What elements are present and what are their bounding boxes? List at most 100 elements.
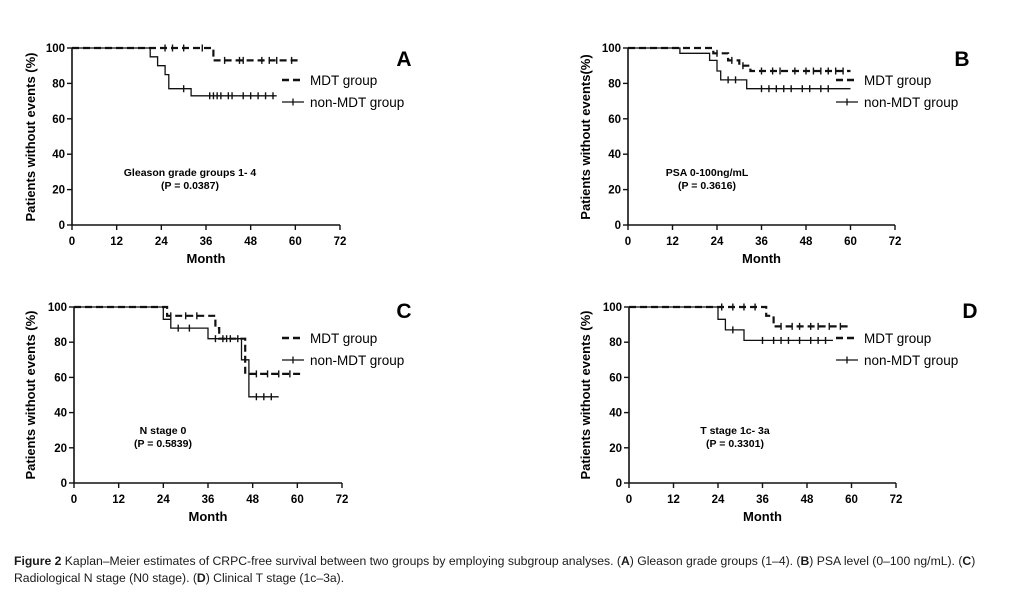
x-tick-label: 0 (69, 236, 75, 248)
non-mdt-survival-curve (74, 306, 279, 398)
x-tick-label: 72 (336, 494, 349, 506)
y-axis-title: Patients without events (%) (23, 310, 38, 479)
x-tick-label: 24 (157, 494, 170, 506)
caption-run: ) PSA level (0–100 ng/mL). ( (809, 554, 963, 568)
y-tick-label: 80 (609, 337, 622, 349)
legend-mdt-label: MDT group (864, 73, 931, 88)
x-tick-label: 36 (755, 236, 768, 248)
caption-text: Kaplan–Meier estimates of CRPC-free surv… (14, 554, 975, 585)
figure-caption: Figure 2 Kaplan–Meier estimates of CRPC-… (14, 553, 1014, 587)
y-axis-title: Patients without events(%) (578, 54, 593, 219)
legend-mdt-label: MDT group (310, 73, 377, 88)
y-tick-label: 0 (59, 220, 65, 232)
x-axis-title: Month (189, 509, 228, 524)
x-tick-label: 36 (756, 494, 769, 506)
panel-a: 0 20 40 60 80 100 0 12 24 36 48 60 72 Month Patients w… (23, 43, 412, 266)
x-tick-label: 72 (334, 236, 347, 248)
y-tick-label: 20 (609, 443, 622, 455)
panel-letter: B (954, 48, 969, 71)
mdt-survival-curve (628, 46, 851, 73)
x-tick-label: 12 (666, 236, 679, 248)
y-tick-label: 40 (609, 408, 622, 420)
non-mdt-survival-curve (628, 47, 851, 90)
legend-non-mdt-label: non-MDT group (864, 353, 958, 368)
caption-panel-ref: D (196, 571, 206, 585)
x-tick-label: 36 (200, 236, 213, 248)
caption-panel-ref: B (800, 554, 810, 568)
x-axis-title: Month (742, 251, 781, 266)
y-tick-label: 0 (61, 478, 67, 490)
legend-mdt-label: MDT group (864, 331, 931, 346)
caption-panel-ref: C (962, 554, 972, 568)
x-tick-label: 48 (246, 494, 259, 506)
x-tick-label: 48 (800, 236, 813, 248)
y-axis-title: Patients without events (%) (578, 310, 593, 479)
p-value-label: (P = 0.3616) (678, 180, 736, 192)
figure-panels: 0 20 40 60 80 100 0 12 24 36 48 60 72 Month Patients w… (23, 43, 978, 524)
y-tick-label: 40 (608, 149, 621, 161)
y-tick-label: 40 (54, 408, 67, 420)
legend-mdt-label: MDT group (310, 331, 377, 346)
y-tick-label: 80 (52, 78, 65, 90)
panel-b: 0 20 40 60 80 100 0 12 24 36 48 60 72 Month Patients w… (578, 43, 970, 266)
y-tick-label: 0 (615, 220, 621, 232)
x-tick-label: 36 (202, 494, 215, 506)
y-tick-label: 60 (52, 114, 65, 126)
legend-non-mdt-label: non-MDT group (864, 95, 958, 110)
legend-non-mdt-label: non-MDT group (310, 353, 404, 368)
subgroup-label: PSA 0-100ng/mL (666, 167, 749, 179)
y-tick-label: 20 (52, 185, 65, 197)
y-tick-label: 100 (48, 302, 67, 314)
panel-letter: A (396, 48, 411, 71)
caption-run: ) Radiological N stage (N0 stage). ( (14, 554, 976, 585)
subgroup-label: T stage 1c- 3a (700, 425, 770, 437)
p-value-label: (P = 0.0387) (161, 180, 219, 192)
y-tick-label: 40 (52, 149, 65, 161)
x-tick-label: 48 (801, 494, 814, 506)
x-axis-title: Month (743, 509, 782, 524)
figure-label: Figure 2 (14, 554, 62, 568)
caption-run: Kaplan–Meier estimates of CRPC-free surv… (64, 554, 621, 568)
y-tick-label: 60 (608, 114, 621, 126)
x-tick-label: 60 (291, 494, 304, 506)
non-mdt-survival-curve (72, 47, 277, 97)
caption-panel-ref: A (620, 554, 630, 568)
x-tick-label: 0 (71, 494, 77, 506)
x-tick-label: 72 (890, 494, 903, 506)
y-tick-label: 80 (608, 78, 621, 90)
x-tick-label: 24 (712, 494, 725, 506)
caption-run: ) Gleason grade groups (1–4). ( (629, 554, 801, 568)
x-tick-label: 12 (667, 494, 680, 506)
x-tick-label: 0 (625, 236, 631, 248)
x-tick-label: 12 (112, 494, 125, 506)
y-tick-label: 100 (602, 43, 621, 55)
y-tick-label: 0 (616, 478, 622, 490)
x-tick-label: 60 (845, 494, 858, 506)
x-tick-label: 60 (289, 236, 302, 248)
y-tick-label: 60 (609, 372, 622, 384)
x-tick-label: 24 (711, 236, 724, 248)
x-tick-label: 48 (244, 236, 257, 248)
p-value-label: (P = 0.3301) (706, 438, 764, 450)
x-tick-label: 24 (155, 236, 168, 248)
y-tick-label: 100 (603, 302, 622, 314)
x-tick-label: 72 (889, 236, 902, 248)
y-tick-label: 80 (54, 337, 67, 349)
panel-d: 0 20 40 60 80 100 0 12 24 36 48 60 72 Month Patients w… (578, 300, 978, 524)
non-mdt-survival-curve (629, 306, 833, 342)
panel-letter: D (962, 300, 977, 323)
x-tick-label: 0 (626, 494, 632, 506)
mdt-survival-curve (74, 305, 302, 375)
x-tick-label: 60 (844, 236, 857, 248)
x-axis-title: Month (187, 251, 226, 266)
y-tick-label: 20 (54, 443, 67, 455)
y-tick-label: 20 (608, 185, 621, 197)
y-tick-label: 100 (46, 43, 65, 55)
y-tick-label: 60 (54, 372, 67, 384)
subgroup-label: Gleason grade groups 1- 4 (124, 167, 257, 179)
panel-c: 0 20 40 60 80 100 0 12 24 36 48 60 72 Month Patients w… (23, 300, 412, 524)
x-tick-label: 12 (110, 236, 123, 248)
p-value-label: (P = 0.5839) (134, 438, 192, 450)
mdt-survival-curve (72, 46, 300, 62)
panel-letter: C (396, 300, 411, 323)
